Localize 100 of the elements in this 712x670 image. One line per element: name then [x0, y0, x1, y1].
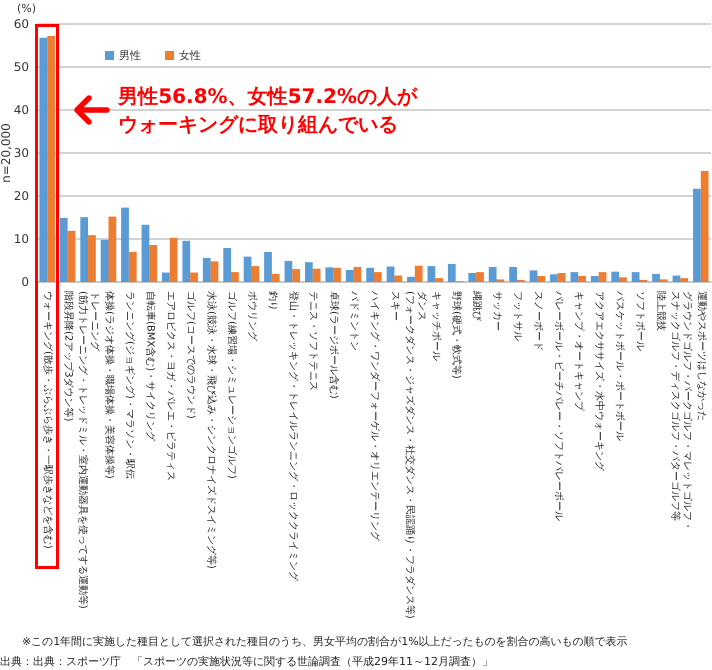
x-tick-label: スキー — [388, 291, 400, 323]
bar — [223, 248, 232, 282]
text: ※この1年間に実施した種目として選択された種目のうち、男女平均の割合が1%以上だったものを割合の高いもの順で表示 — [22, 634, 628, 649]
bar — [530, 270, 538, 282]
bar — [80, 217, 88, 282]
bar — [496, 279, 504, 282]
bar — [60, 218, 68, 282]
annotation: 男性56.8%、女性57.2%の人がウォーキングに取り組んでいる — [118, 83, 419, 138]
bar — [578, 276, 586, 282]
x-tick-label: ゴルフ(練習場・シミュレーションゴルフ) — [225, 291, 238, 481]
y-tick-label: 50 — [14, 60, 29, 74]
x-tick-label: スノーボード — [531, 291, 544, 353]
bar — [251, 266, 260, 282]
bar — [333, 268, 341, 282]
y-tick-label: 40 — [14, 103, 29, 117]
bar — [672, 276, 680, 282]
bar — [210, 261, 218, 282]
x-tick-label: ハイキング・ワンダーフォーゲル・オリエンテーリング — [368, 291, 380, 543]
text: (%) — [17, 2, 36, 15]
bar — [468, 272, 476, 282]
x-tick-label: ボウリング — [245, 291, 258, 343]
x-tick-label: バドミントン — [348, 291, 360, 353]
x-tick-label: 登山・トレッキング・トレイルランニング・ロッククライミング — [286, 291, 298, 583]
bar — [190, 272, 198, 282]
bar — [598, 272, 606, 282]
x-tick-label: ソフトボール — [634, 291, 646, 353]
bar — [121, 208, 129, 282]
x-tick-label: アクアエクササイズ・水中ウォーキング — [592, 291, 605, 473]
x-tick-label: グラウンドゴルフ・パークゴルフ・マレットゴルフ・スナックゴルフ・ディスクゴルフ・パターゴルフ等 — [668, 291, 692, 533]
bar — [346, 270, 354, 282]
bar — [47, 36, 55, 282]
bar — [550, 274, 558, 282]
bar — [264, 252, 272, 282]
bar — [386, 266, 394, 282]
bar — [374, 272, 382, 282]
x-tick-label: テニス・ソフトテニス — [306, 291, 319, 393]
bar — [590, 276, 599, 282]
x-tick-label: トレーニング(筋力トレーニング・トレッドミル・室内運動器具を使ってする運動等) — [76, 291, 100, 611]
x-tick-label: ランニング(ジョギング)・マラソン・駅伝 — [122, 291, 135, 481]
y-tick-label: 30 — [14, 146, 29, 160]
bar — [509, 266, 517, 282]
bar — [108, 216, 116, 282]
bar — [435, 278, 444, 282]
bar — [428, 266, 436, 282]
bar — [619, 277, 627, 282]
bar — [149, 245, 158, 282]
y-tick-label: 10 — [14, 232, 29, 246]
bar — [632, 272, 640, 282]
x-tick-label: バスケットボール・ポートボール — [613, 291, 626, 443]
x-tick-label: キャッチボール — [429, 291, 442, 363]
x-tick-label: 水泳(競泳・水球・飛び込み・シンクロナイズドスイミング等) — [204, 291, 217, 571]
bar — [272, 274, 280, 282]
bar — [488, 266, 497, 282]
bar — [202, 258, 211, 282]
bar — [652, 274, 660, 282]
bar — [182, 240, 190, 282]
x-tick-label: ウォーキング(散歩・ぶらぶら歩き・一駅歩きなどを含む) — [41, 291, 54, 551]
bar — [142, 224, 150, 282]
bar — [570, 272, 578, 282]
bar — [244, 256, 252, 282]
x-tick-label: 陸上競技 — [654, 291, 666, 333]
legend-label: 女性 — [179, 49, 201, 62]
bar — [325, 267, 334, 282]
bar — [354, 266, 362, 282]
bar — [366, 268, 374, 282]
x-tick-label: 卓球(ラージボール含む) — [327, 291, 340, 401]
bar — [407, 276, 415, 282]
bar — [680, 278, 688, 282]
x-tick-label: エアロビクス・ヨガ・バレエ・ピラティス — [164, 291, 176, 483]
bar — [231, 272, 239, 282]
y-tick-label: 60 — [14, 17, 29, 31]
bar — [68, 230, 76, 282]
x-tick-label: 階段昇降(2アップ3ダウン等) — [62, 291, 74, 424]
x-tick-label: 野球(硬式・軟式等) — [450, 291, 462, 381]
bar — [700, 171, 709, 282]
x-tick-label: キャンプ・オートキャンプ — [572, 291, 584, 413]
bar — [312, 268, 320, 282]
bar — [100, 240, 108, 282]
x-tick-label: サッカー — [490, 291, 503, 333]
x-tick-label: フットサル — [510, 291, 523, 343]
bar — [611, 272, 620, 282]
bar — [88, 235, 96, 282]
y-tick-label: 20 — [14, 189, 29, 203]
source-note: 出典：出典：スポーツ庁 「スポーツの実施状況等に関する世論調査（平成29年11～12月調査）」 — [0, 654, 493, 669]
bar — [128, 252, 137, 282]
bar — [394, 276, 402, 282]
x-tick-label: ゴルフ(コースでのラウンド) — [184, 291, 196, 421]
bar — [39, 38, 48, 282]
legend-label: 男性 — [119, 49, 141, 62]
bar — [304, 262, 313, 282]
bar — [558, 272, 566, 282]
bar — [448, 264, 456, 282]
bar — [292, 269, 300, 282]
x-tick-label: 体操(ラジオ体操・職場体操・美容体操等) — [102, 291, 114, 481]
bar — [660, 279, 668, 282]
bar — [414, 266, 423, 282]
x-tick-label: ダンス(フォークダンス・ジャズダンス・社交ダンス・民謡踊り・フラダンス等) — [402, 291, 427, 621]
bar — [170, 238, 178, 282]
bar — [476, 272, 484, 282]
y-axis-title: n=20,000 — [0, 123, 13, 183]
